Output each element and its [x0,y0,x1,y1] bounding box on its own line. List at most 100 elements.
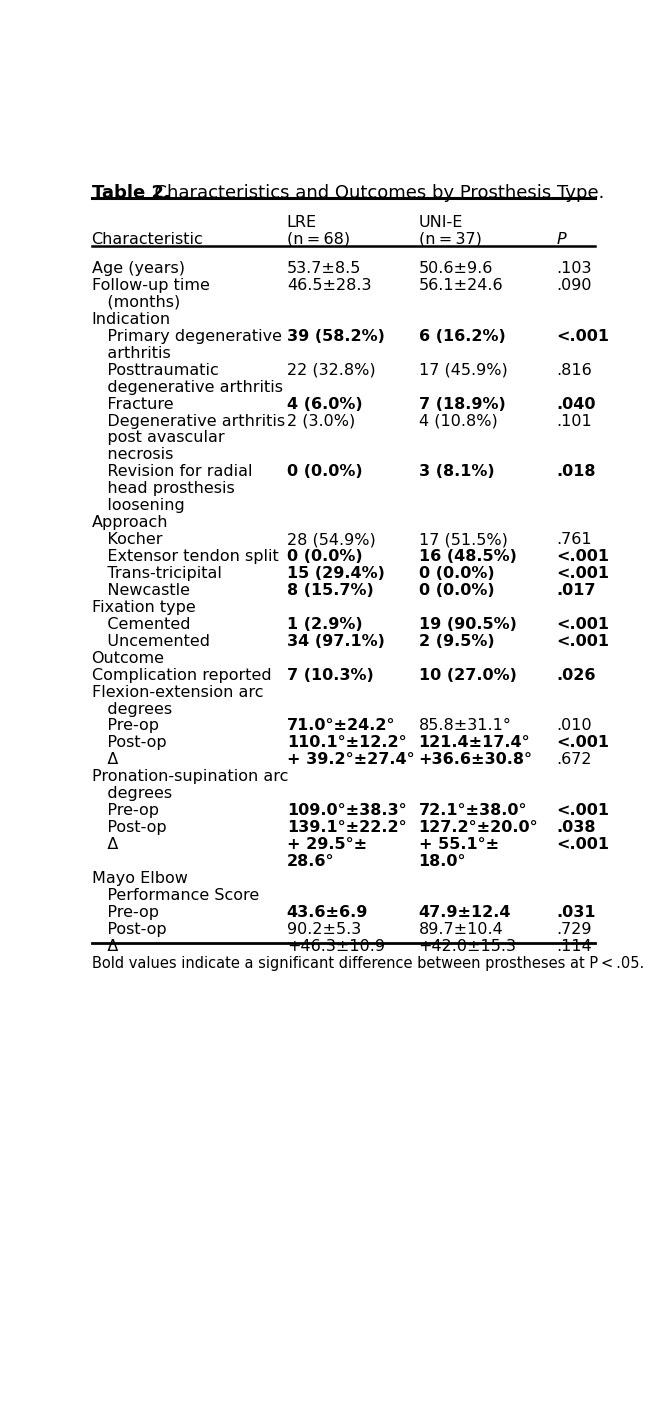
Text: 34 (97.1%): 34 (97.1%) [287,634,385,648]
Text: 28 (54.9%): 28 (54.9%) [287,532,376,547]
Text: + 39.2°±27.4°: + 39.2°±27.4° [287,752,415,767]
Text: Δ: Δ [92,836,118,852]
Text: 71.0°±24.2°: 71.0°±24.2° [287,718,395,734]
Text: 15 (29.4%): 15 (29.4%) [287,566,385,581]
Text: <.001: <.001 [557,617,610,631]
Text: +36.6±30.8°: +36.6±30.8° [419,752,533,767]
Text: 16 (48.5%): 16 (48.5%) [419,549,517,564]
Text: 1 (2.9%): 1 (2.9%) [287,617,362,631]
Text: 0 (0.0%): 0 (0.0%) [287,549,362,564]
Text: Pronation-supination arc: Pronation-supination arc [92,770,288,784]
Text: Fracture: Fracture [92,396,173,412]
Text: 4 (6.0%): 4 (6.0%) [287,396,362,412]
Text: Post-op: Post-op [92,922,166,936]
Text: .018: .018 [557,465,596,479]
Text: Kocher: Kocher [92,532,162,547]
Text: +42.0±15.3: +42.0±15.3 [419,939,517,953]
Text: .017: .017 [557,583,596,598]
Text: degrees: degrees [92,701,172,717]
Text: (months): (months) [92,295,180,311]
Text: Primary degenerative: Primary degenerative [92,329,281,343]
Text: 46.5±28.3: 46.5±28.3 [287,278,371,294]
Text: Characteristics and Outcomes by Prosthesis Type.: Characteristics and Outcomes by Prosthes… [143,184,604,202]
Text: 90.2±5.3: 90.2±5.3 [287,922,361,936]
Text: Mayo Elbow: Mayo Elbow [92,871,188,886]
Text: 7 (10.3%): 7 (10.3%) [287,668,374,683]
Text: 121.4±17.4°: 121.4±17.4° [419,735,530,751]
Text: <.001: <.001 [557,566,610,581]
Text: .672: .672 [557,752,592,767]
Text: 10 (27.0%): 10 (27.0%) [419,668,517,683]
Text: Performance Score: Performance Score [92,888,259,903]
Text: Cemented: Cemented [92,617,190,631]
Text: Flexion-extension arc: Flexion-extension arc [92,684,263,700]
Text: .761: .761 [557,532,592,547]
Text: 22 (32.8%): 22 (32.8%) [287,363,375,378]
Text: Bold values indicate a significant difference between prostheses at P < .05.: Bold values indicate a significant diffe… [92,956,644,970]
Text: 2 (9.5%): 2 (9.5%) [419,634,494,648]
Text: .114: .114 [557,939,592,953]
Text: 110.1°±12.2°: 110.1°±12.2° [287,735,407,751]
Text: Δ: Δ [92,939,118,953]
Text: 3 (8.1%): 3 (8.1%) [419,465,494,479]
Text: UNI-E: UNI-E [419,215,463,229]
Text: 2 (3.0%): 2 (3.0%) [287,413,355,429]
Text: 43.6±6.9: 43.6±6.9 [287,905,368,919]
Text: Newcastle: Newcastle [92,583,190,598]
Text: necrosis: necrosis [92,447,173,463]
Text: .038: .038 [557,821,596,835]
Text: + 55.1°±: + 55.1°± [419,836,498,852]
Text: P: P [557,232,566,247]
Text: Indication: Indication [92,312,171,326]
Text: .101: .101 [557,413,592,429]
Text: Extensor tendon split: Extensor tendon split [92,549,278,564]
Text: arthritis: arthritis [92,346,170,361]
Text: 0 (0.0%): 0 (0.0%) [419,566,494,581]
Text: Approach: Approach [92,516,168,530]
Text: Age (years): Age (years) [92,261,184,276]
Text: (n = 68): (n = 68) [287,232,350,247]
Text: .103: .103 [557,261,592,276]
Text: post avascular: post avascular [92,430,224,446]
Text: 85.8±31.1°: 85.8±31.1° [419,718,511,734]
Text: .031: .031 [557,905,596,919]
Text: Revision for radial: Revision for radial [92,465,252,479]
Text: .729: .729 [557,922,592,936]
Text: + 29.5°±: + 29.5°± [287,836,367,852]
Text: .090: .090 [557,278,592,294]
Text: 7 (18.9%): 7 (18.9%) [419,396,505,412]
Text: Post-op: Post-op [92,821,166,835]
Text: head prosthesis: head prosthesis [92,482,234,496]
Text: 18.0°: 18.0° [419,854,466,869]
Text: LRE: LRE [287,215,317,229]
Text: loosening: loosening [92,499,184,513]
Text: Uncemented: Uncemented [92,634,210,648]
Text: 0 (0.0%): 0 (0.0%) [287,465,362,479]
Text: <.001: <.001 [557,836,610,852]
Text: degenerative arthritis: degenerative arthritis [92,379,283,395]
Text: degrees: degrees [92,787,172,801]
Text: <.001: <.001 [557,804,610,818]
Text: 109.0°±38.3°: 109.0°±38.3° [287,804,407,818]
Text: 139.1°±22.2°: 139.1°±22.2° [287,821,407,835]
Text: 17 (51.5%): 17 (51.5%) [419,532,507,547]
Text: Pre-op: Pre-op [92,905,159,919]
Text: Post-op: Post-op [92,735,166,751]
Text: Pre-op: Pre-op [92,804,159,818]
Text: Fixation type: Fixation type [92,600,195,616]
Text: 39 (58.2%): 39 (58.2%) [287,329,385,343]
Text: .816: .816 [557,363,592,378]
Text: 53.7±8.5: 53.7±8.5 [287,261,361,276]
Text: 127.2°±20.0°: 127.2°±20.0° [419,821,538,835]
Text: (n = 37): (n = 37) [419,232,482,247]
Text: Complication reported: Complication reported [92,668,271,683]
Text: Pre-op: Pre-op [92,718,159,734]
Text: <.001: <.001 [557,634,610,648]
Text: 17 (45.9%): 17 (45.9%) [419,363,507,378]
Text: 0 (0.0%): 0 (0.0%) [419,583,494,598]
Text: Degenerative arthritis: Degenerative arthritis [92,413,285,429]
Text: 47.9±12.4: 47.9±12.4 [419,905,511,919]
Text: .010: .010 [557,718,592,734]
Text: 28.6°: 28.6° [287,854,334,869]
Text: Table 2.: Table 2. [92,184,170,202]
